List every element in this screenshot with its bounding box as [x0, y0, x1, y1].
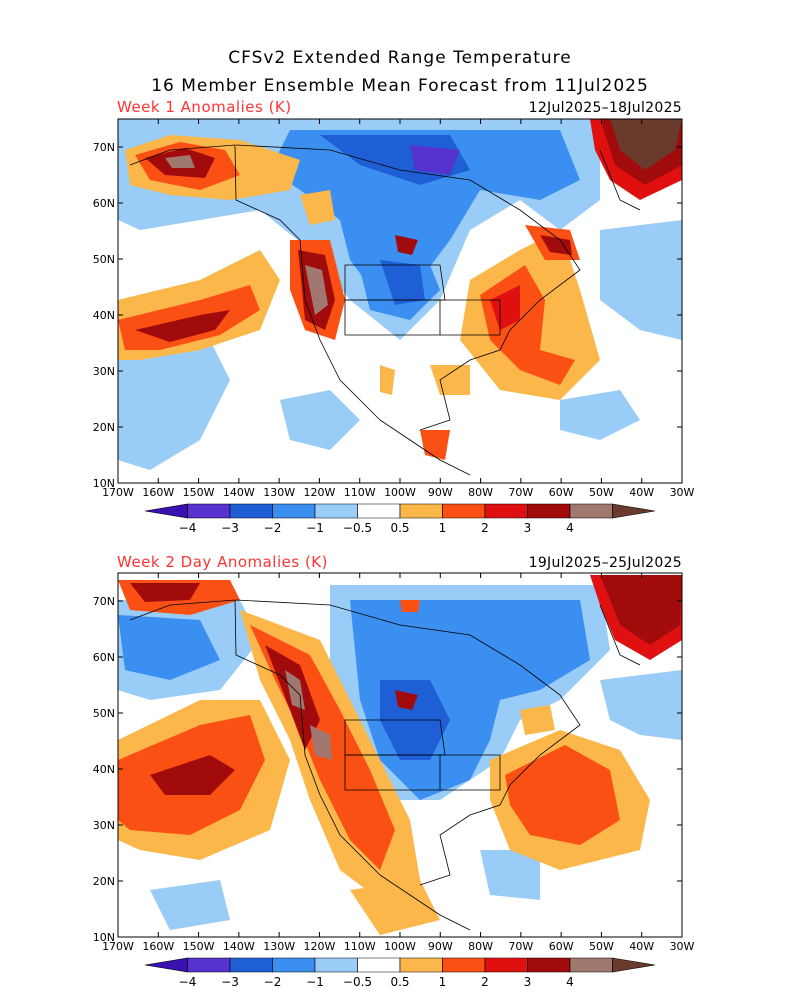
- colorbar-label: −0.5: [343, 521, 372, 535]
- colorbar-swatch: [187, 957, 231, 973]
- lat-label: 20N: [93, 875, 115, 888]
- colorbar-label: −4: [179, 975, 197, 989]
- lon-label: 150W: [183, 940, 215, 953]
- lon-label: 50W: [589, 486, 614, 499]
- colorbar-label: −1: [306, 521, 324, 535]
- lon-label: 130W: [263, 486, 295, 499]
- lat-label: 70N: [93, 141, 115, 154]
- colorbar-label: −2: [264, 521, 282, 535]
- lon-label: 50W: [589, 940, 614, 953]
- lat-label: 20N: [93, 421, 115, 434]
- lon-label: 160W: [142, 940, 174, 953]
- panel-2-label: Week 2 Day Anomalies (K): [117, 553, 328, 571]
- colorbar-1: −4 −3 −2 −1 −0.5 0.5 1 2 3 4: [144, 503, 656, 535]
- lat-label: 30N: [93, 365, 115, 378]
- lat-label: 10N: [93, 931, 115, 944]
- map-panel-2: 170W 160W 150W 140W 130W 120W 110W 100W 90W 80W 70…: [93, 572, 695, 989]
- lat-label: 30N: [93, 819, 115, 832]
- lon-label: 100W: [384, 486, 416, 499]
- panel-1-date-range: 12Jul2025–18Jul2025: [528, 100, 682, 116]
- lon-label: 110W: [344, 486, 376, 499]
- lat-label: 70N: [93, 595, 115, 608]
- lon-label: 70W: [508, 940, 533, 953]
- colorbar-label: −3: [221, 975, 239, 989]
- colorbar-swatch: [569, 957, 613, 973]
- lon-label: 110W: [344, 940, 376, 953]
- lon-label: 120W: [303, 486, 335, 499]
- lon-label: 140W: [223, 486, 255, 499]
- lon-label: 70W: [508, 486, 533, 499]
- lon-label: 60W: [549, 940, 574, 953]
- colorbar-label: 2: [481, 975, 489, 989]
- title-line-2: 16 Member Ensemble Mean Forecast from 11…: [151, 76, 649, 96]
- colorbar-label: 2: [481, 521, 489, 535]
- colorbar-label: 3: [524, 521, 532, 535]
- lon-label: 90W: [428, 940, 453, 953]
- colorbar-swatch: [442, 957, 486, 973]
- lat-label: 50N: [93, 253, 115, 266]
- panel-2-date-range: 19Jul2025–25Jul2025: [528, 555, 682, 571]
- colorbar-swatch: [612, 503, 656, 519]
- lon-labels-1: 170W 160W 150W 140W 130W 120W 110W 100W 90W 80W 70…: [102, 486, 694, 499]
- colorbar-label: 1: [439, 521, 447, 535]
- lon-label: 40W: [629, 486, 654, 499]
- lon-label: 40W: [629, 940, 654, 953]
- colorbar-swatch: [229, 957, 273, 973]
- lon-label: 100W: [384, 940, 416, 953]
- title-line-1: CFSv2 Extended Range Temperature: [228, 48, 572, 68]
- lon-label: 160W: [142, 486, 174, 499]
- colorbar-swatch: [399, 957, 443, 973]
- lat-label: 60N: [93, 651, 115, 664]
- colorbar-label: −4: [179, 521, 197, 535]
- lon-labels-2: 170W 160W 150W 140W 130W 120W 110W 100W 90W 80W 70…: [102, 940, 694, 953]
- axis-ticks-1: [117, 119, 683, 484]
- colorbar-label: 4: [566, 521, 574, 535]
- lon-label: 30W: [670, 486, 695, 499]
- lon-label: 130W: [263, 940, 295, 953]
- lon-label: 150W: [183, 486, 215, 499]
- colorbar-swatch: [144, 957, 188, 973]
- lon-label: 30W: [670, 940, 695, 953]
- lat-label: 50N: [93, 707, 115, 720]
- colorbar-swatch: [272, 957, 316, 973]
- panel-1-label: Week 1 Anomalies (K): [117, 98, 292, 116]
- lon-label: 120W: [303, 940, 335, 953]
- lon-label: 170W: [102, 940, 134, 953]
- colorbar-2: −4 −3 −2 −1 −0.5 0.5 1 2 3 4: [144, 957, 656, 989]
- colorbar-swatch: [527, 957, 571, 973]
- colorbar-label: 3: [524, 975, 532, 989]
- anomaly-field-2: [118, 573, 682, 937]
- colorbar-swatch: [314, 957, 358, 973]
- axis-ticks-2: [117, 573, 683, 938]
- lon-label: 140W: [223, 940, 255, 953]
- colorbar-label: 4: [566, 975, 574, 989]
- colorbar-label: 0.5: [390, 521, 409, 535]
- anomaly-field-1: [118, 119, 682, 483]
- lat-label: 10N: [93, 477, 115, 490]
- lat-label: 40N: [93, 309, 115, 322]
- colorbar-label: −0.5: [343, 975, 372, 989]
- map-panel-1: 170W 160W 150W 140W 130W 120W 110W 100W 90W 80W 70…: [93, 118, 695, 535]
- colorbar-swatch: [612, 957, 656, 973]
- lon-label: 170W: [102, 486, 134, 499]
- colorbar-swatch: [484, 957, 528, 973]
- lat-label: 60N: [93, 197, 115, 210]
- lat-labels-2: 70N 60N 50N 40N 30N 20N 10N: [93, 595, 115, 944]
- lon-label: 60W: [549, 486, 574, 499]
- lat-labels-1: 70N 60N 50N 40N 30N 20N 10N: [93, 141, 115, 490]
- lon-label: 90W: [428, 486, 453, 499]
- colorbar-label: 0.5: [390, 975, 409, 989]
- colorbar-label: 1: [439, 975, 447, 989]
- colorbar-label: −2: [264, 975, 282, 989]
- lon-label: 80W: [468, 486, 493, 499]
- colorbar-label: −1: [306, 975, 324, 989]
- lat-label: 40N: [93, 763, 115, 776]
- colorbar-swatch: [357, 957, 401, 973]
- colorbar-label: −3: [221, 521, 239, 535]
- lon-label: 80W: [468, 940, 493, 953]
